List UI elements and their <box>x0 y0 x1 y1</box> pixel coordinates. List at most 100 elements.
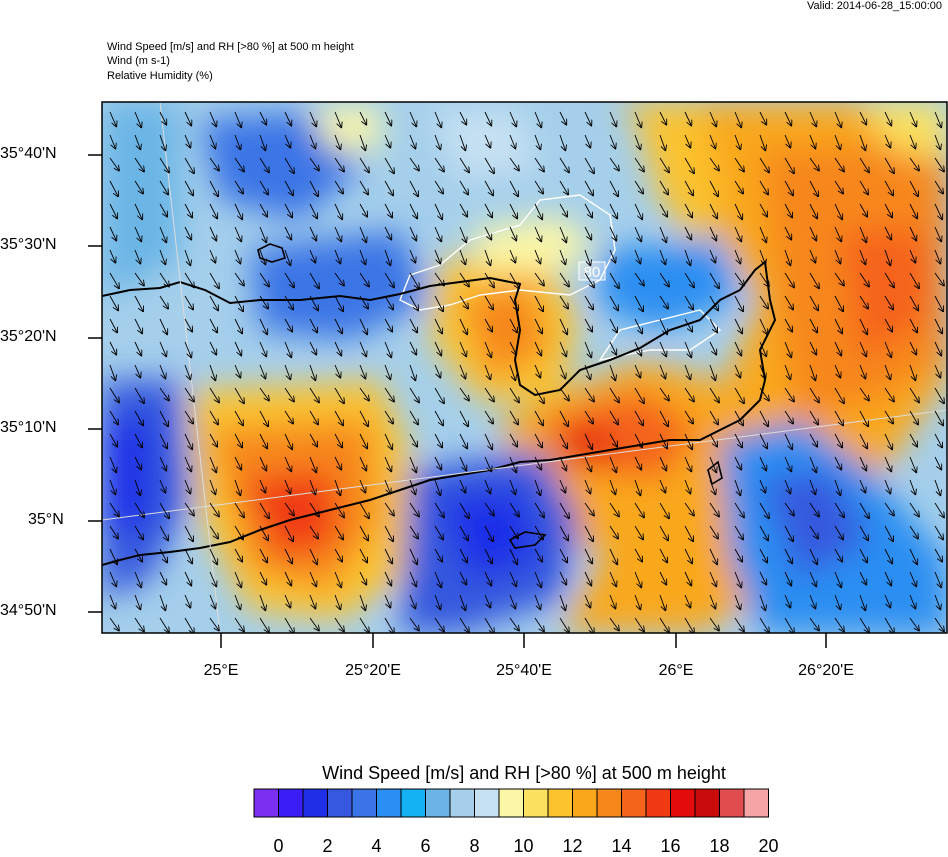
wind-arrow <box>759 157 769 172</box>
wind-arrow <box>484 433 492 449</box>
wind-arrow <box>159 318 167 334</box>
wind-arrow <box>209 226 216 241</box>
wind-arrow <box>734 203 742 219</box>
wind-arrow <box>134 571 141 587</box>
wind-arrow <box>609 203 617 218</box>
wind-arrow <box>884 203 892 218</box>
wind-arrow <box>659 318 667 334</box>
wind-arrow <box>909 387 919 402</box>
wind-arrow <box>684 502 694 516</box>
wind-arrow <box>809 249 815 263</box>
wind-arrow <box>934 479 940 495</box>
wind-arrow <box>909 295 918 310</box>
wind-arrow <box>584 226 591 240</box>
wind-arrow <box>209 617 219 631</box>
wind-arrow <box>284 203 292 218</box>
wind-arrow <box>484 272 494 287</box>
wind-arrow <box>759 364 765 379</box>
wind-arrow <box>584 180 593 195</box>
wind-arrow <box>509 272 519 288</box>
wind-arrow <box>484 295 493 310</box>
wind-arrow <box>734 180 743 194</box>
wind-arrow <box>459 249 465 264</box>
wind-arrow <box>809 341 816 355</box>
wind-arrow <box>409 341 416 355</box>
wind-arrow <box>734 111 741 127</box>
wind-arrow <box>159 226 166 242</box>
wind-arrow <box>234 226 241 241</box>
wind-arrow <box>609 364 615 380</box>
wind-arrow <box>584 341 591 357</box>
rh-80-contour-east <box>598 309 722 362</box>
wind-arrow <box>559 180 568 195</box>
wind-arrow <box>634 548 642 562</box>
wind-arrow <box>584 134 590 148</box>
wind-arrow <box>184 456 191 471</box>
wind-arrow <box>634 594 640 609</box>
header-line-2: Wind (m s-1) <box>107 55 170 67</box>
wind-arrow <box>409 571 416 586</box>
wind-arrow <box>284 525 293 541</box>
wind-arrow <box>134 502 144 517</box>
wind-arrow <box>409 617 419 631</box>
wind-arrow <box>209 180 218 196</box>
wind-arrow <box>259 318 267 334</box>
wind-arrow <box>559 456 566 471</box>
wind-arrow <box>434 410 443 425</box>
wind-arrow <box>109 272 119 288</box>
wind-arrow <box>459 180 468 195</box>
wind-arrow <box>259 295 268 309</box>
wind-arrow <box>559 387 569 401</box>
wind-arrow <box>309 456 316 472</box>
wind-arrow <box>634 341 641 356</box>
wind-arrow <box>909 456 916 472</box>
wind-arrow <box>534 502 544 517</box>
wind-arrow <box>459 226 466 242</box>
wind-arrow <box>534 249 540 264</box>
colorbar-swatch <box>425 788 451 818</box>
wind-arrow <box>759 548 767 563</box>
wind-arrow <box>334 410 343 425</box>
wind-arrow <box>284 180 293 195</box>
wind-arrow <box>834 341 841 356</box>
wind-arrow <box>584 571 591 586</box>
wind-arrow <box>109 318 117 333</box>
lat-label: 35°10'N <box>0 419 57 436</box>
wind-arrow <box>134 456 141 470</box>
wind-arrow <box>159 525 168 540</box>
wind-arrow <box>609 111 616 126</box>
lat-label: 35°20'N <box>0 328 57 345</box>
wind-arrow <box>709 525 718 539</box>
wind-arrow <box>109 387 119 402</box>
wind-arrow <box>359 548 367 563</box>
wind-arrow <box>409 180 418 196</box>
wind-arrow <box>184 502 194 516</box>
wind-arrow <box>284 594 290 608</box>
wind-arrow <box>734 295 743 311</box>
wind-arrow <box>684 548 692 563</box>
wind-arrow <box>484 203 492 218</box>
wind-arrow <box>334 433 342 448</box>
wind-arrow <box>809 180 818 196</box>
wind-arrow <box>584 364 590 379</box>
wind-arrow <box>234 134 240 149</box>
wind-arrow <box>559 364 565 379</box>
wind-arrow <box>184 318 192 332</box>
wind-arrow <box>859 479 865 493</box>
wind-arrow <box>834 295 843 311</box>
wind-arrow <box>109 594 115 609</box>
wind-arrow <box>534 134 540 149</box>
lat-label: 35°N <box>28 511 64 528</box>
wind-arrow <box>484 525 493 541</box>
wind-arrow <box>884 433 892 449</box>
wind-arrow <box>834 617 844 632</box>
wind-arrow <box>834 203 842 219</box>
wind-arrow <box>134 157 144 172</box>
wind-arrow <box>309 525 318 539</box>
wind-arrow <box>684 295 693 310</box>
wind-arrow <box>859 249 865 264</box>
wind-arrow <box>609 594 615 609</box>
wind-arrow <box>809 617 819 631</box>
wind-arrow <box>109 548 117 564</box>
wind-arrow <box>284 456 291 471</box>
